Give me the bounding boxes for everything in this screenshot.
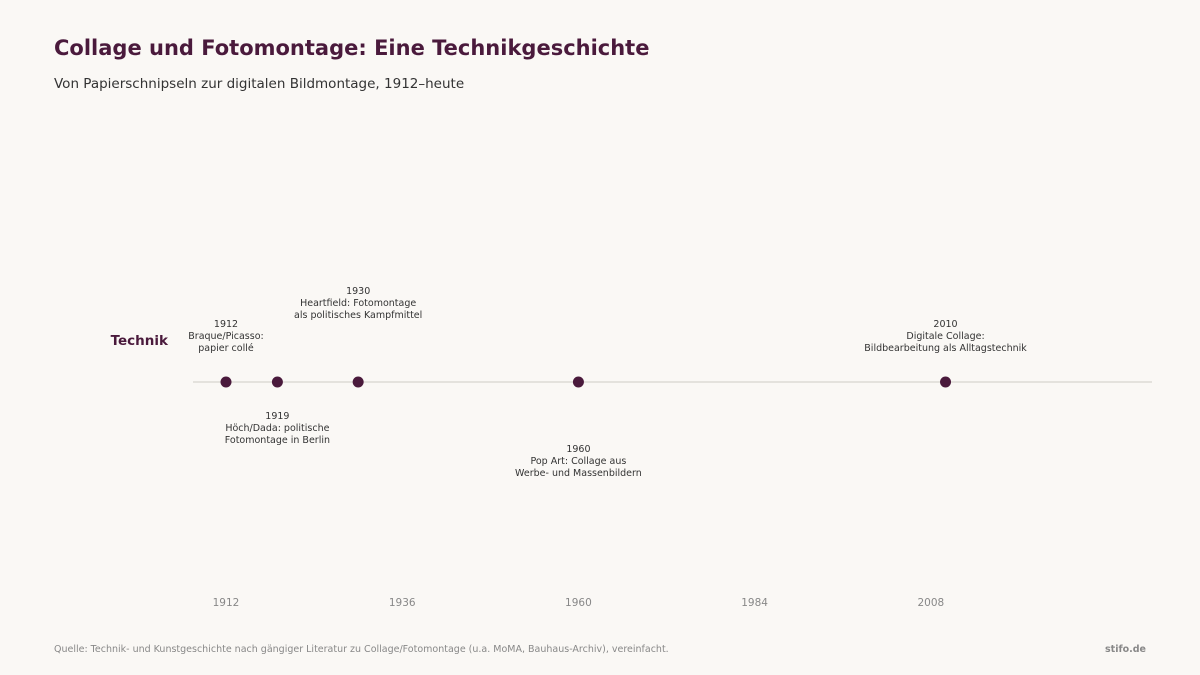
event-marker-1930 xyxy=(352,376,364,388)
event-text-line: Fotomontage in Berlin xyxy=(225,435,330,446)
event-marker-1912 xyxy=(220,376,232,388)
event-text-line: Braque/Picasso: xyxy=(188,331,263,342)
page-title: Collage und Fotomontage: Eine Technikges… xyxy=(54,36,650,60)
lane-label: Technik xyxy=(111,333,169,349)
event-date-1930: 1930 xyxy=(346,286,370,297)
event-text-line: Heartfield: Fotomontage xyxy=(300,298,416,309)
event-date-1960: 1960 xyxy=(566,444,590,455)
footer-source: Quelle: Technik- und Kunstgeschichte nac… xyxy=(54,644,669,655)
event-label-1912: 1912 Braque/Picasso: papier collé xyxy=(188,319,263,354)
event-date-1919: 1919 xyxy=(265,411,289,422)
page-subtitle: Von Papierschnipseln zur digitalen Bildm… xyxy=(54,76,465,92)
event-text-line: Bildbearbeitung als Alltagstechnik xyxy=(864,343,1027,354)
event-date-2010: 2010 xyxy=(933,319,957,330)
event-marker-1960 xyxy=(572,376,584,388)
x-tick-label-1984: 1984 xyxy=(741,597,768,609)
event-label-1919: 1919 Höch/Dada: politische Fotomontage in … xyxy=(225,411,330,446)
x-tick-label-2008: 2008 xyxy=(917,597,944,609)
event-label-2010: 2010 Digitale Collage: Bildbearbeitung als… xyxy=(864,319,1027,354)
event-text-line: Digitale Collage: xyxy=(906,331,984,342)
event-text-line: Höch/Dada: politische xyxy=(225,423,329,434)
event-marker-2010 xyxy=(940,376,952,388)
event-label-1930: 1930 Heartfield: Fotomontage als politisch… xyxy=(294,286,422,321)
event-text-line: Werbe- und Massenbildern xyxy=(515,468,642,479)
event-text-line: als politisches Kampfmittel xyxy=(294,310,422,321)
x-tick-label-1960: 1960 xyxy=(565,597,592,609)
event-text-line: Pop Art: Collage aus xyxy=(530,456,626,467)
event-text-line: papier collé xyxy=(198,343,254,354)
event-label-1960: 1960 Pop Art: Collage aus Werbe- und Masse… xyxy=(515,444,642,479)
event-date-1912: 1912 xyxy=(214,319,238,330)
event-marker-1919 xyxy=(271,376,283,388)
footer-brand: stifo.de xyxy=(1105,644,1146,655)
x-tick-label-1936: 1936 xyxy=(389,597,416,609)
x-tick-label-1912: 1912 xyxy=(213,597,240,609)
